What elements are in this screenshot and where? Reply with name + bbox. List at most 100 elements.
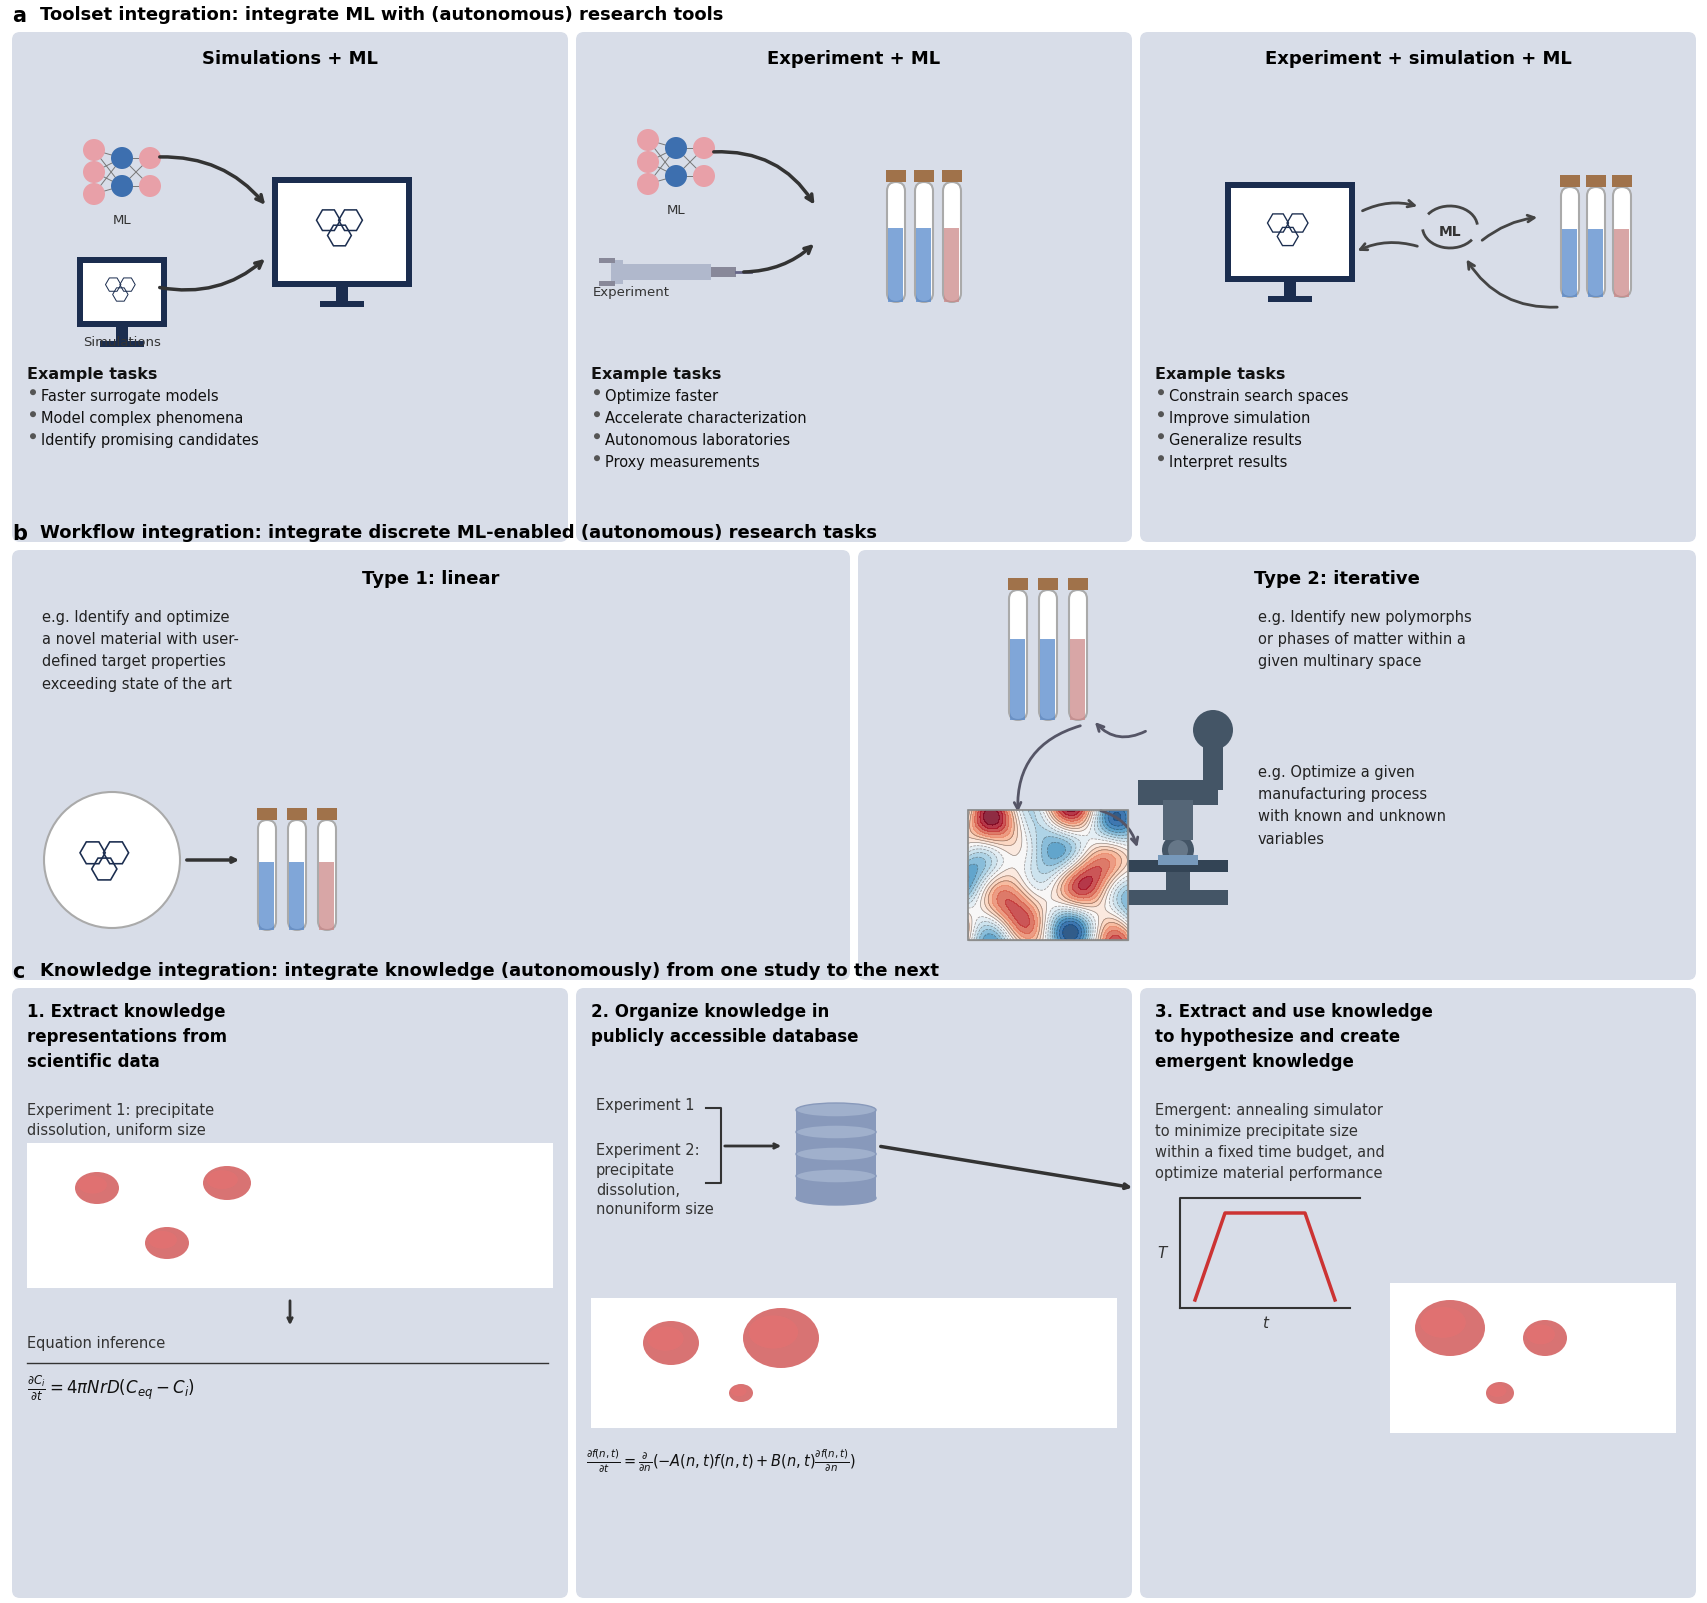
Text: T: T xyxy=(1157,1246,1166,1260)
Ellipse shape xyxy=(647,1327,683,1351)
Circle shape xyxy=(84,160,104,183)
FancyBboxPatch shape xyxy=(886,183,905,301)
Circle shape xyxy=(664,136,686,159)
Ellipse shape xyxy=(748,1316,797,1348)
Bar xyxy=(795,1154,876,1177)
Text: Knowledge integration: integrate knowledge (autonomously) from one study to the : Knowledge integration: integrate knowled… xyxy=(39,962,939,979)
Bar xyxy=(288,862,304,930)
Text: Experiment 1: Experiment 1 xyxy=(596,1098,695,1112)
Text: Experiment + simulation + ML: Experiment + simulation + ML xyxy=(1263,50,1570,67)
Bar xyxy=(913,170,934,183)
Ellipse shape xyxy=(1523,1319,1565,1356)
Bar xyxy=(1267,297,1311,301)
Text: e.g. Optimize a given
manufacturing process
with known and unknown
variables: e.g. Optimize a given manufacturing proc… xyxy=(1258,765,1446,846)
Ellipse shape xyxy=(642,1321,698,1366)
FancyBboxPatch shape xyxy=(1586,188,1605,297)
Bar xyxy=(1562,229,1577,297)
Bar xyxy=(1157,854,1197,866)
Bar xyxy=(318,808,336,821)
Ellipse shape xyxy=(795,1103,876,1117)
Circle shape xyxy=(138,175,160,197)
Text: 1. Extract knowledge
representations from
scientific data: 1. Extract knowledge representations fro… xyxy=(27,1003,227,1071)
Bar xyxy=(77,256,167,327)
Text: Workflow integration: integrate discrete ML-enabled (autonomous) research tasks: Workflow integration: integrate discrete… xyxy=(39,524,876,542)
Bar xyxy=(259,862,275,930)
Text: Faster surrogate models: Faster surrogate models xyxy=(41,388,218,404)
Bar xyxy=(1586,175,1605,188)
Text: $\frac{\partial C_i}{\partial t} = 4\pi NrD(C_{eq} - C_i)$: $\frac{\partial C_i}{\partial t} = 4\pi … xyxy=(27,1374,195,1401)
Text: c: c xyxy=(12,962,24,983)
Text: Example tasks: Example tasks xyxy=(27,367,157,382)
Circle shape xyxy=(138,147,160,168)
Ellipse shape xyxy=(1485,1382,1512,1404)
Bar xyxy=(1224,183,1354,282)
Bar xyxy=(1284,282,1296,297)
Text: Model complex phenomena: Model complex phenomena xyxy=(41,410,242,425)
Bar xyxy=(116,327,128,341)
Ellipse shape xyxy=(743,1308,819,1367)
FancyBboxPatch shape xyxy=(12,987,568,1598)
Bar xyxy=(84,263,160,321)
FancyBboxPatch shape xyxy=(857,550,1695,979)
Text: Improve simulation: Improve simulation xyxy=(1168,410,1309,425)
Bar xyxy=(886,170,905,183)
Bar xyxy=(1038,579,1057,590)
Circle shape xyxy=(1191,710,1232,750)
FancyBboxPatch shape xyxy=(258,821,277,930)
Ellipse shape xyxy=(79,1177,108,1194)
Ellipse shape xyxy=(795,1191,876,1205)
Circle shape xyxy=(84,139,104,160)
Text: Emergent: annealing simulator
to minimize precipitate size
within a fixed time b: Emergent: annealing simulator to minimiz… xyxy=(1154,1103,1384,1181)
Bar xyxy=(1067,579,1087,590)
Text: Type 1: linear: Type 1: linear xyxy=(362,571,500,588)
Text: 3. Extract and use knowledge
to hypothesize and create
emergent knowledge: 3. Extract and use knowledge to hypothes… xyxy=(1154,1003,1432,1071)
Bar xyxy=(1127,890,1227,906)
Circle shape xyxy=(111,147,133,168)
Bar xyxy=(795,1177,876,1197)
Bar xyxy=(1166,800,1190,894)
Bar xyxy=(271,176,411,287)
Circle shape xyxy=(664,165,686,188)
Ellipse shape xyxy=(729,1383,753,1403)
Ellipse shape xyxy=(1420,1306,1465,1339)
Circle shape xyxy=(31,433,36,439)
Bar xyxy=(1127,859,1227,872)
Bar xyxy=(917,228,930,301)
Ellipse shape xyxy=(203,1165,251,1201)
Text: Experiment + ML: Experiment + ML xyxy=(766,50,941,67)
Bar xyxy=(591,1298,1116,1428)
FancyBboxPatch shape xyxy=(1009,590,1026,720)
FancyBboxPatch shape xyxy=(1038,590,1057,720)
Bar xyxy=(278,183,406,281)
Ellipse shape xyxy=(795,1169,876,1183)
Bar xyxy=(1040,640,1055,720)
Bar xyxy=(1613,229,1628,297)
FancyBboxPatch shape xyxy=(12,32,568,542)
Text: Simulations + ML: Simulations + ML xyxy=(201,50,377,67)
Ellipse shape xyxy=(731,1387,746,1396)
Text: ML: ML xyxy=(666,204,685,216)
Circle shape xyxy=(44,792,179,928)
Circle shape xyxy=(693,136,715,159)
Text: ML: ML xyxy=(1437,224,1461,239)
FancyBboxPatch shape xyxy=(318,821,336,930)
Bar xyxy=(1389,1282,1675,1433)
Bar xyxy=(101,341,143,346)
Bar xyxy=(1231,188,1349,276)
Circle shape xyxy=(594,455,599,462)
Circle shape xyxy=(637,151,659,173)
Circle shape xyxy=(637,128,659,151)
Ellipse shape xyxy=(207,1170,237,1189)
Text: Proxy measurements: Proxy measurements xyxy=(604,455,760,470)
Bar xyxy=(27,1143,553,1287)
Bar xyxy=(968,810,1127,939)
Circle shape xyxy=(693,165,715,188)
Bar xyxy=(1588,229,1603,297)
Text: Interpret results: Interpret results xyxy=(1168,455,1287,470)
Bar xyxy=(287,808,307,821)
Circle shape xyxy=(111,175,133,197)
Text: 2. Organize knowledge in
publicly accessible database: 2. Organize knowledge in publicly access… xyxy=(591,1003,859,1047)
Bar xyxy=(319,862,335,930)
Bar xyxy=(795,1132,876,1154)
Bar xyxy=(1070,640,1086,720)
